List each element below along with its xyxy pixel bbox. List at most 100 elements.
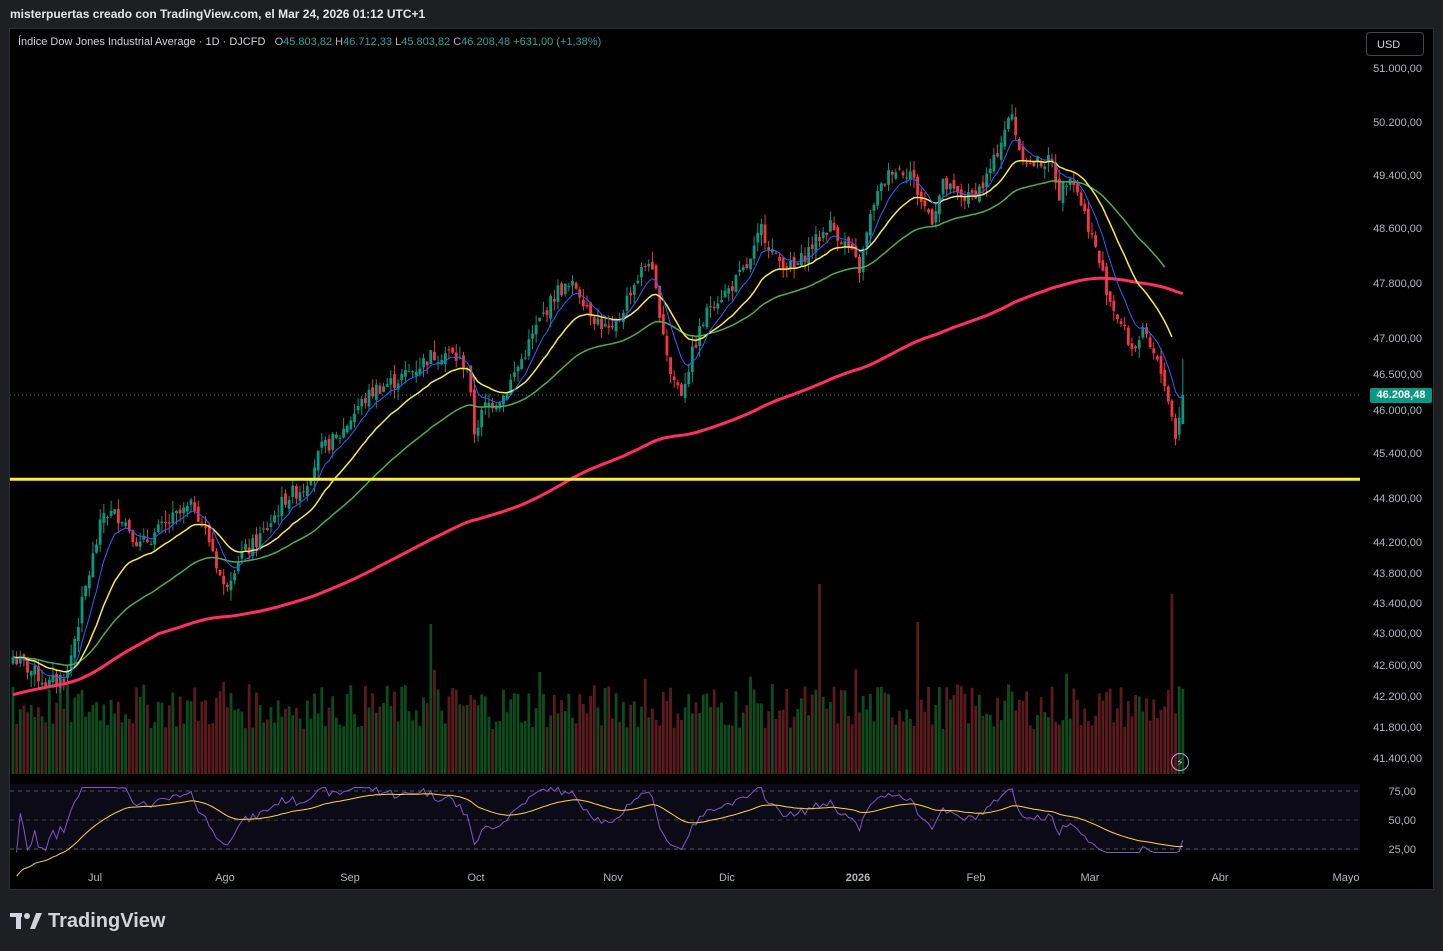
candle-body [560,283,563,296]
volume-bar [193,687,197,774]
symbol-name[interactable]: Índice Dow Jones Industrial Average · 1D… [18,36,266,48]
candle-body [76,627,80,642]
footer-brand[interactable]: TradingView [10,906,165,936]
volume-bar [883,692,887,774]
volume-bar [542,694,545,774]
volume-bar [502,689,505,774]
volume-bar [516,694,520,774]
volume-bar [22,705,26,774]
volume-bar [403,685,407,774]
volume-bar [396,721,400,774]
candle-body [872,204,876,211]
candle-body [69,655,73,671]
volume-bar [1025,691,1029,774]
candle-body [418,368,422,374]
rsi-tick-label: 75,00 [1388,786,1416,798]
volume-bar [872,721,876,774]
volume-bar [716,707,720,774]
volume-bar [251,727,255,774]
candle-body [480,409,484,428]
volume-bar [146,704,149,774]
volume-bar [730,725,734,774]
candle-body [1028,162,1032,164]
volume-bar [236,708,240,774]
candle-body [1065,185,1068,187]
volume-bar [799,698,803,774]
candle-body [858,256,861,274]
candle-body [810,244,814,249]
volume-bar [734,691,738,774]
candle-body [847,237,850,248]
volume-bar [265,719,269,774]
volume-bar [607,686,611,774]
candle-body [142,535,146,540]
volume-bar [40,716,44,774]
candle-body [967,192,970,205]
volume-bar [916,622,920,774]
candle-body [938,195,941,215]
volume-bar [1054,721,1058,774]
volume-bar [694,702,698,774]
volume-bar [625,727,629,774]
candle-body [124,522,128,526]
candle-body [778,256,781,261]
candle-body [505,393,509,400]
candle-body [956,186,959,192]
candle-body [37,666,40,682]
volume-bar [970,687,974,774]
volume-bar [1155,717,1159,774]
volume-bar [113,713,117,774]
candle-body [523,357,527,359]
candle-body [1108,291,1112,302]
volume-bar [69,722,73,774]
volume-bar [480,694,484,774]
volume-bar [204,700,207,774]
volume-bar [705,693,709,774]
volume-bar [723,724,727,774]
volume-bar [1007,684,1010,774]
candle-body [189,499,193,505]
candle-body [876,191,880,206]
volume-bar [106,724,109,774]
ma-8-line [12,139,1183,679]
candle-body [1061,182,1065,204]
volume-bar [1094,715,1098,774]
volume-bar [458,704,462,774]
candle-body [741,267,745,271]
candle-body [1094,235,1098,247]
candle-body [930,209,934,225]
candle-body [581,299,585,307]
price-chart[interactable]: 51.000,00 50.200,00 49.400,00 48.600,00 47.8… [10,29,1434,890]
candle-body [1170,400,1174,417]
candle-body [356,406,360,411]
volume-bar [11,686,15,774]
volume-bar [578,694,582,774]
lightning-icon[interactable]: ⚡ [1171,753,1189,771]
chart-frame[interactable]: 51.000,00 50.200,00 49.400,00 48.600,00 47.8… [9,28,1434,890]
price-tick-label: 46.500,00 [1373,369,1422,381]
volume-bar [55,702,58,774]
volume-bar [767,711,771,774]
volume-bar [411,720,415,774]
volume-bar [701,694,705,774]
candle-body [781,257,785,271]
price-tick-label: 45.400,00 [1373,448,1422,460]
volume-bar [956,684,959,774]
volume-bar [759,703,763,774]
candle-body [414,371,418,376]
candle-body [730,286,734,292]
candle-body [171,512,175,524]
candle-body [403,370,407,377]
volume-bar [1130,716,1134,774]
volume-bar [785,688,789,774]
currency-button[interactable]: USD [1366,32,1424,56]
rsi-line [16,786,1184,853]
volume-bar [1039,697,1043,774]
time-tick-label: Sep [340,872,360,884]
volume-bars [11,584,1185,774]
candle-body [651,261,654,270]
volume-bar [185,700,189,774]
volume-bar [523,720,527,774]
volume-bar [930,724,934,774]
volume-bar [1137,696,1141,774]
